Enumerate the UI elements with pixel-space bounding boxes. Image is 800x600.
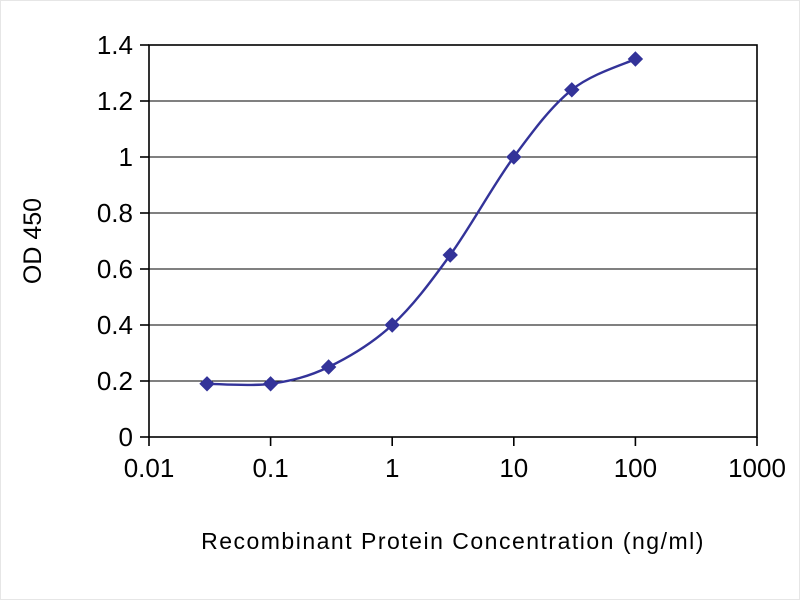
y-tick-label: 0.6 bbox=[97, 254, 133, 284]
y-axis-label: OD 450 bbox=[19, 198, 47, 284]
data-point-marker bbox=[506, 149, 522, 165]
data-point-marker bbox=[564, 82, 580, 98]
y-tick-label: 0.2 bbox=[97, 366, 133, 396]
series-line bbox=[207, 57, 636, 387]
data-point-marker bbox=[442, 247, 458, 263]
x-tick-label: 0.1 bbox=[253, 453, 289, 483]
x-tick-label: 100 bbox=[614, 453, 657, 483]
data-point-marker bbox=[320, 359, 337, 375]
y-tick-label: 0.8 bbox=[97, 198, 133, 228]
x-tick-label: 1 bbox=[385, 453, 399, 483]
data-point-marker bbox=[262, 376, 279, 392]
x-tick-label: 0.01 bbox=[124, 453, 175, 483]
x-axis-label: Recombinant Protein Concentration (ng/ml… bbox=[201, 528, 705, 554]
data-point-marker bbox=[199, 376, 215, 392]
y-tick-label: 0.4 bbox=[97, 310, 133, 340]
data-point-marker bbox=[627, 51, 644, 67]
y-tick-label: 1 bbox=[119, 142, 133, 172]
x-tick-label: 1000 bbox=[728, 453, 786, 483]
data-point-marker bbox=[384, 317, 400, 333]
y-tick-label: 1.4 bbox=[97, 30, 133, 60]
x-tick-label: 10 bbox=[499, 453, 528, 483]
y-tick-label: 1.2 bbox=[97, 86, 133, 116]
y-tick-label: 0 bbox=[119, 422, 133, 452]
plot-border bbox=[148, 44, 758, 438]
